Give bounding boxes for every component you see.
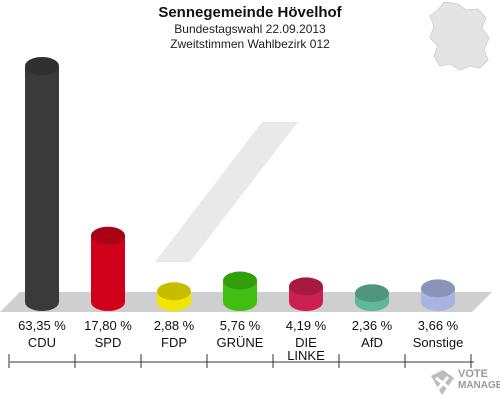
category-label-spd: SPD [94,335,122,350]
bar-cap-sonstige [421,279,455,298]
bar-spd [91,226,125,311]
value-label-die-linke: 4,19 % [285,318,327,333]
germany-map-icon [429,1,490,71]
value-label-spd: 17,80 % [84,318,132,333]
bar-cap-die-linke [289,277,323,296]
bar-body-spd [91,235,125,311]
bar-sonstige [421,279,455,311]
value-label-sonstige: 3,66 % [417,318,459,333]
floor-shadow-band [155,122,298,262]
category-label-die-linke: DIE LINKE [287,335,325,363]
bar-cdu [25,57,59,311]
value-label-fdp: 2,88 % [153,318,195,333]
category-label-sonstige: Sonstige [412,335,464,350]
vote-manager-logo: VOTE MANAGER [428,367,500,399]
bar-cap-fdp [157,282,191,301]
chart-title: Sennegemeinde Hövelhof [158,4,342,21]
vote-manager-wordmark: VOTE MANAGER [458,368,500,392]
value-label-gr-ne: 5,76 % [219,318,261,333]
chart-title-block: Sennegemeinde Hövelhof Bundestagswahl 22… [0,4,500,52]
bar-body-cdu [25,66,59,311]
bar-cap-afd [355,284,389,303]
bar-cap-cdu [25,57,59,75]
value-label-cdu: 63,35 % [18,318,66,333]
bar-afd [355,284,389,311]
chart-subtitle: Bundestagswahl 22.09.2013 [174,22,326,36]
bar-gr-ne [223,271,257,311]
bar-die-linke [289,277,323,311]
bar-cap-spd [91,226,125,245]
value-label-afd: 2,36 % [351,318,393,333]
category-label-gr-ne: GRÜNE [216,335,264,350]
category-label-fdp: FDP [161,335,187,350]
bar-cap-gr-ne [223,271,257,290]
category-label-cdu: CDU [27,335,57,350]
vote-manager-cross-icon [431,370,454,395]
category-label-afd: AfD [361,335,383,350]
bar-fdp [157,282,191,311]
chart-subtitle-2: Zweitstimmen Wahlbezirk 012 [170,37,330,51]
